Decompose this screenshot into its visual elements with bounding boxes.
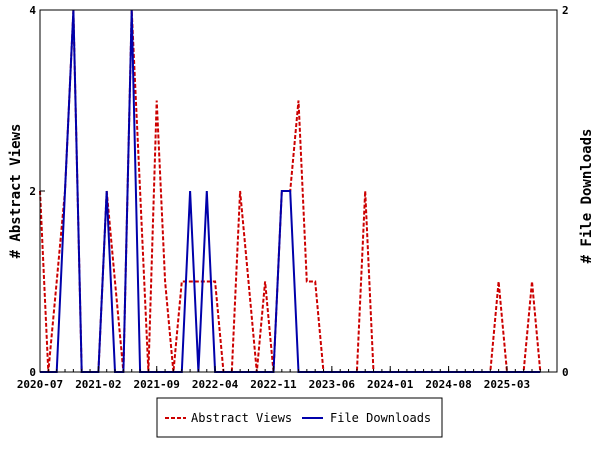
x-tick-label: 2022-11	[250, 378, 297, 391]
y2-axis-title: # File Downloads	[579, 129, 595, 264]
x-tick-label: 2020-07	[17, 378, 63, 391]
x-tick-label: 2024-01	[367, 378, 414, 391]
legend-label-file-downloads: File Downloads	[330, 411, 431, 425]
y-tick-label: 0	[29, 366, 36, 379]
y2-tick-label: 2	[562, 4, 569, 17]
legend-label-abstract-views: Abstract Views	[191, 411, 292, 425]
y2-tick-label: 0	[562, 366, 569, 379]
x-tick-label: 2023-06	[309, 378, 356, 391]
x-tick-label: 2021-02	[75, 378, 121, 391]
legend-box	[156, 397, 443, 438]
x-tick-label: 2025-03	[484, 378, 530, 391]
x-tick-label: 2021-09	[134, 378, 180, 391]
x-tick-label: 2024-08	[425, 378, 471, 391]
x-tick-label: 2022-04	[192, 378, 239, 391]
y-axis-title: # Abstract Views	[8, 124, 24, 259]
y-tick-label: 2	[29, 185, 36, 198]
y-tick-label: 4	[29, 4, 36, 17]
legend: Abstract Views File Downloads	[156, 397, 443, 438]
axis-layer: 0 2 4 0 2 2020-07 2021-02 2021-09 2022-04 2022-11…	[17, 4, 569, 391]
